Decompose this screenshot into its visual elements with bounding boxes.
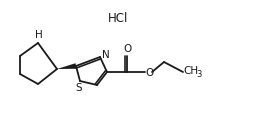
Text: CH: CH <box>183 66 199 76</box>
Text: N: N <box>102 50 110 60</box>
Polygon shape <box>57 63 76 69</box>
Text: S: S <box>76 83 82 93</box>
Text: H: H <box>35 30 43 40</box>
Text: HCl: HCl <box>108 12 128 25</box>
Text: O: O <box>123 44 131 54</box>
Text: 3: 3 <box>196 70 201 79</box>
Text: O: O <box>145 68 153 78</box>
